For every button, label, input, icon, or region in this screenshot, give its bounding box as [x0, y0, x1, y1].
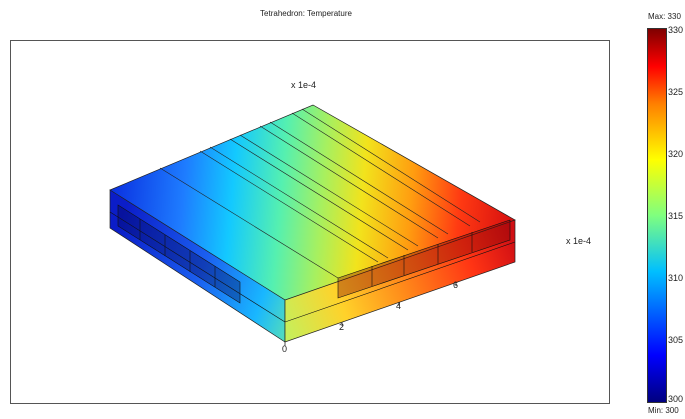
- slab-right-face: [284, 219, 516, 343]
- x-tick-label: 4: [396, 301, 402, 311]
- colorbar-tick-label: 315: [668, 211, 684, 221]
- axis-scale-label-top: x 1e-4: [291, 80, 317, 90]
- right-channels: [284, 219, 516, 323]
- colorbar-tick-label: 320: [668, 149, 684, 159]
- colorbar-tick-label: 310: [668, 273, 684, 283]
- colorbar-max-label: Max: 330: [648, 12, 681, 21]
- x-tick-label: 2: [339, 322, 345, 332]
- colorbar-gradient: [648, 29, 666, 402]
- colorbar-tick-label: 330: [668, 25, 684, 35]
- colorbar-tick-label: 325: [668, 87, 684, 97]
- colorbar-frame: [647, 28, 667, 403]
- x-tick-label: 6: [453, 280, 459, 290]
- x-axis-ticks: [284, 282, 457, 346]
- x-tick-label: 0: [282, 344, 288, 354]
- top-channel-lines: [159, 108, 481, 279]
- colorbar-tick-label: 300: [668, 394, 684, 404]
- axis-scale-label-right: x 1e-4: [566, 236, 592, 246]
- colorbar-min-label: Min: 300: [648, 406, 679, 415]
- colorbar-tick-label: 305: [668, 335, 684, 345]
- plot-title: Tetrahedron: Temperature: [260, 9, 352, 18]
- front-channels: [109, 204, 286, 323]
